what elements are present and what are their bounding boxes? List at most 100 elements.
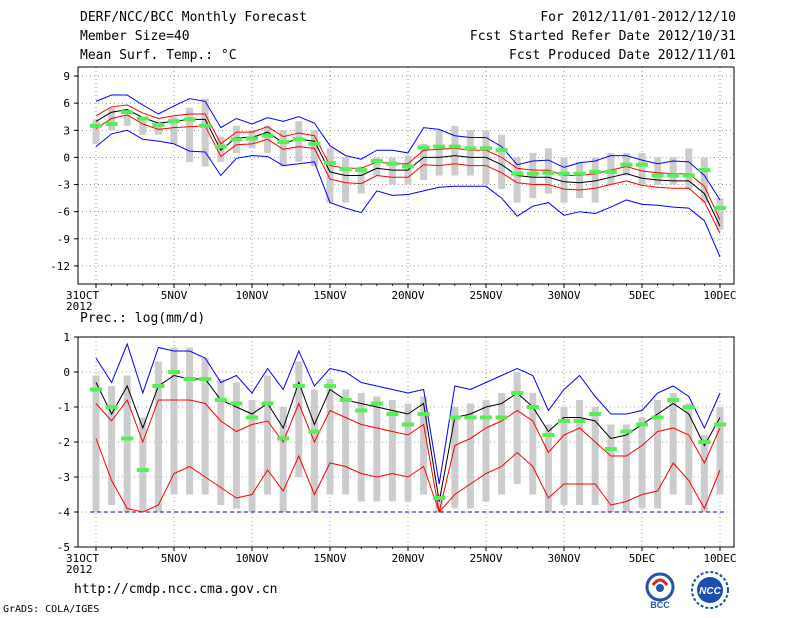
spread-box	[404, 403, 412, 502]
spread-box	[279, 407, 287, 512]
spread-box	[544, 424, 552, 512]
median-marker	[105, 405, 118, 409]
median-marker	[183, 117, 196, 122]
median-marker	[682, 405, 695, 409]
y-tick-label: -3	[57, 179, 70, 192]
y-tick-label: -4	[57, 506, 71, 519]
spread-box	[170, 116, 178, 144]
spread-box	[638, 152, 646, 185]
spread-box	[498, 134, 506, 190]
series-lower-red-line	[95, 438, 721, 513]
spread-box	[576, 400, 584, 505]
y-tick-label: -6	[57, 206, 70, 219]
spread-box	[466, 403, 474, 509]
spread-box	[373, 157, 381, 176]
spread-box	[279, 130, 287, 167]
median-marker	[526, 405, 539, 409]
spread-box	[654, 400, 662, 509]
spread-box	[388, 400, 396, 502]
median-marker	[542, 170, 555, 175]
median-marker	[121, 110, 134, 115]
median-marker	[511, 391, 524, 395]
y-tick-label: 1	[63, 331, 70, 344]
spread-box	[217, 379, 225, 505]
spread-box	[685, 403, 693, 505]
spread-box	[186, 347, 194, 495]
spread-box	[466, 130, 474, 176]
source-url[interactable]: http://cmdp.ncc.cma.gov.cn	[74, 582, 278, 597]
spread-box	[388, 157, 396, 185]
median-marker	[370, 401, 383, 406]
spread-box	[170, 347, 178, 495]
median-marker	[589, 169, 602, 174]
spread-box	[451, 125, 459, 176]
x-tick-label: 5NOV	[161, 289, 188, 302]
series-upper-red-line	[95, 104, 721, 221]
median-marker	[199, 123, 212, 128]
y-tick-label: -5	[57, 541, 70, 554]
median-marker	[589, 412, 602, 416]
spread-box	[123, 375, 131, 512]
median-marker	[651, 415, 664, 420]
spread-box	[326, 148, 334, 203]
spread-box	[92, 119, 100, 144]
median-marker	[183, 377, 196, 381]
x-tick-label: 10NOV	[235, 289, 268, 302]
x-tick-label: 15NOV	[313, 289, 346, 302]
x-tick-label: 10NOV	[235, 552, 268, 565]
median-marker	[168, 370, 180, 374]
median-marker	[558, 419, 570, 423]
median-marker	[261, 401, 274, 406]
median-marker	[714, 206, 726, 211]
x-tick-label: 30NOV	[547, 289, 580, 302]
spread-box	[622, 424, 630, 512]
spread-box	[435, 130, 443, 176]
spread-box	[529, 393, 537, 495]
y-tick-label: -12	[50, 260, 70, 273]
spread-box	[108, 386, 116, 505]
median-marker	[464, 415, 477, 420]
median-marker	[542, 433, 555, 437]
spread-box	[576, 161, 584, 199]
spread-box	[154, 125, 162, 135]
y-tick-label: 0	[63, 366, 70, 379]
spread-box	[420, 396, 428, 495]
median-marker	[417, 145, 430, 150]
spread-box	[186, 107, 194, 162]
median-marker	[136, 468, 149, 472]
median-marker	[261, 133, 274, 138]
spread-box	[498, 393, 506, 495]
median-marker	[324, 160, 336, 165]
median-marker	[246, 415, 258, 420]
spread-box	[342, 157, 350, 203]
median-marker	[308, 429, 321, 434]
x-tick-label: 30NOV	[547, 552, 580, 565]
median-marker	[433, 496, 446, 500]
median-marker	[339, 398, 352, 402]
series-upper-blue-line	[95, 342, 721, 485]
median-marker	[433, 144, 446, 149]
spread-box	[716, 198, 724, 230]
spread-box	[560, 407, 568, 505]
median-marker	[355, 408, 368, 413]
spread-box	[139, 116, 147, 135]
median-marker	[495, 415, 508, 420]
spread-box	[123, 114, 131, 126]
spread-box	[435, 494, 443, 512]
spread-box	[591, 407, 599, 505]
median-marker	[667, 173, 680, 178]
spread-box	[357, 166, 365, 194]
series-mean-line	[95, 108, 721, 227]
spread-box	[342, 389, 350, 495]
spread-box	[607, 152, 615, 185]
x-tick-label: 15NOV	[313, 552, 346, 565]
median-marker	[558, 171, 570, 176]
median-marker	[402, 164, 414, 169]
y-tick-label: 3	[63, 124, 70, 137]
spread-box	[591, 157, 599, 203]
median-marker	[386, 412, 399, 416]
x-tick-label: 31OCT	[66, 289, 99, 302]
spread-box	[326, 379, 334, 495]
median-marker	[636, 162, 648, 167]
spread-box	[373, 396, 381, 502]
